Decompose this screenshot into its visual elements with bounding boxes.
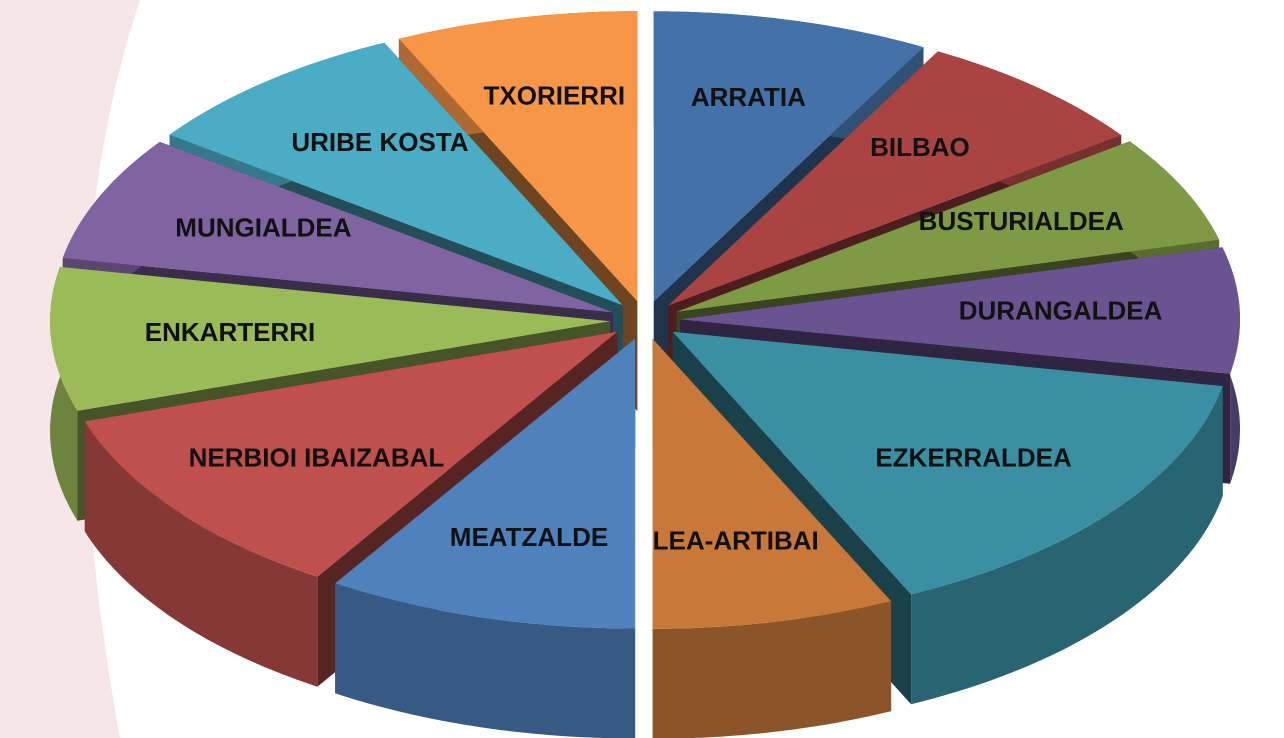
slice [668, 51, 1122, 306]
slice [50, 266, 611, 411]
slice-label: LEA-ARTIBAI [653, 525, 819, 555]
slice-label: EZKERRALDEA [875, 443, 1072, 473]
slice-wall [652, 601, 892, 738]
slice [676, 141, 1220, 312]
slice [680, 247, 1240, 374]
slice-label: TXORIERRI [484, 80, 626, 110]
slice-label: NERBIOI IBAIZABAL [189, 443, 445, 473]
slice-label: ARRATIA [691, 82, 806, 112]
slice-wall [84, 421, 318, 687]
slice [84, 331, 618, 577]
slice-label: URIBE KOSTA [291, 127, 468, 157]
slice [62, 141, 613, 313]
slice-label: BUSTURIALDEA [919, 206, 1124, 236]
slice [653, 11, 924, 302]
slice-wall [335, 583, 636, 738]
slice-label: DURANGALDEA [959, 296, 1163, 326]
slice-label: MUNGIALDEA [175, 212, 351, 242]
slice [169, 42, 623, 306]
slice [652, 338, 892, 629]
slice-label: MEATZALDE [450, 522, 608, 552]
slice [672, 331, 1223, 595]
slice-label: ENKARTERRI [145, 317, 315, 347]
slice [398, 11, 638, 302]
slice-wall [911, 386, 1223, 705]
slice-label: BILBAO [870, 132, 970, 162]
slice [335, 338, 636, 629]
